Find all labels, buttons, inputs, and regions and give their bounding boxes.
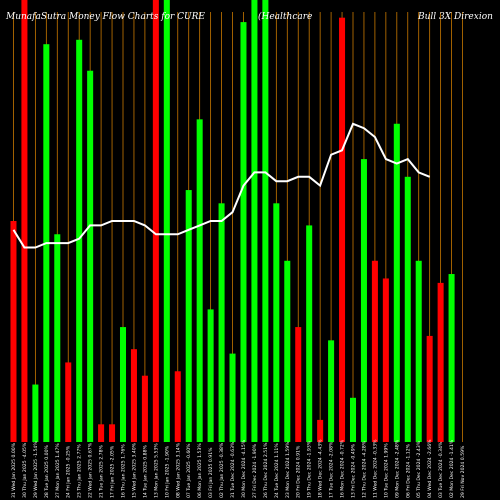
x-tick-label-24: 24 Tue Dec 2024 1.11% <box>274 443 280 498</box>
bar-36 <box>404 176 411 443</box>
bar-24 <box>273 203 280 442</box>
x-tick-label-39: 03 Tue Dec 2024 -0.34% <box>438 441 444 498</box>
bar-30 <box>339 17 346 443</box>
bar-29 <box>328 340 335 442</box>
bar-27 <box>306 225 313 442</box>
x-tick-label-23: 26 Thu Dec 2024 2.51% <box>263 442 269 498</box>
bar-33 <box>371 260 378 442</box>
bar-31 <box>349 397 357 442</box>
x-tick-label-41: 29 Fri Nov 2024 0.59% <box>460 445 466 498</box>
x-tick-label-21: 30 Mon Dec 2024 -4.15% <box>241 439 247 498</box>
x-tick-label-2: 29 Wed Jan 2025 -1.54% <box>33 441 39 498</box>
title-part-1: (Healthcare <box>258 11 312 22</box>
bar-13 <box>152 0 159 442</box>
bar-25 <box>284 260 291 442</box>
x-tick-label-13: 13 Mon Jan 2025 5.53% <box>153 443 159 498</box>
bar-16 <box>185 190 192 442</box>
x-tick-label-30: 16 Mon Dec 2024 -0.72% <box>340 439 346 498</box>
x-tick-label-40: 02 Mon Dec 2024 -1.41% <box>449 439 455 498</box>
x-tick-label-27: 19 Thu Dec 2024 -1.93% <box>307 440 313 498</box>
x-tick-label-3: 28 Tue Jan 2025 0.00% <box>44 444 50 498</box>
x-tick-label-14: 10 Fri Jan 2025 -1.90% <box>164 445 170 498</box>
x-tick-label-35: 09 Mon Dec 2024 -2.48% <box>394 439 400 498</box>
x-tick-label-29: 17 Tue Dec 2024 -2.08% <box>329 441 335 498</box>
bar-39 <box>437 282 444 442</box>
bar-6 <box>76 39 83 442</box>
x-tick-label-9: 17 Fri Jan 2025 -2.05% <box>110 445 116 498</box>
x-tick-label-37: 05 Thu Dec 2024 -2.43% <box>416 440 422 498</box>
money-flow-line-path <box>12 122 431 249</box>
bar-35 <box>393 123 400 442</box>
x-tick-label-25: 23 Mon Dec 2024 1.59% <box>285 441 291 498</box>
bar-21 <box>240 22 247 442</box>
bar-2 <box>32 384 39 442</box>
x-tick-label-0: 31 Wed Jan 2025 0.00% <box>11 442 17 498</box>
bar-18 <box>207 309 214 442</box>
bar-32 <box>360 159 367 442</box>
x-tick-label-22: 27 Fri Dec 2024 -1.90% <box>252 443 258 498</box>
bars <box>10 0 455 443</box>
x-tick-label-34: 10 Tue Dec 2024 1.99% <box>383 443 389 498</box>
bar-9 <box>109 424 116 442</box>
x-tick-label-18: 03 Fri Jan 2025 0.91% <box>208 447 214 498</box>
x-tick-label-7: 22 Wed Jan 2025 0.67% <box>88 442 94 498</box>
bar-19 <box>218 203 225 442</box>
bar-40 <box>448 274 455 442</box>
chart-title: MunafaSutra Money Flow Charts for CURE (H… <box>5 11 493 22</box>
title-part-2: Bull 3X Direxion <box>417 12 493 22</box>
bar-1 <box>21 0 28 442</box>
bar-37 <box>415 260 422 442</box>
bar-12 <box>141 375 148 442</box>
bar-15 <box>174 371 181 442</box>
money-flow-line <box>12 122 431 249</box>
x-tick-label-33: 11 Wed Dec 2024 -0.33% <box>372 439 378 498</box>
x-tick-label-32: 12 Thu Dec 2024 -4.28% <box>361 440 367 498</box>
bar-17 <box>196 119 203 442</box>
bar-22 <box>251 0 258 442</box>
x-tick-label-15: 08 Wed Jan 2025 3.14% <box>175 442 181 498</box>
bar-14 <box>163 0 170 442</box>
x-tick-label-31: 13 Fri Dec 2024 -0.49% <box>351 443 357 498</box>
title-part-0: MunafaSutra Money Flow Charts for CURE <box>5 12 205 22</box>
x-tick-label-17: 06 Mon Jan 2025 1.53% <box>197 443 203 498</box>
x-tick-labels: 31 Wed Jan 2025 0.00% 30 Thu Jan 2025 -4.… <box>11 439 466 498</box>
bar-8 <box>98 424 105 442</box>
x-tick-label-12: 14 Tue Jan 2025 0.88% <box>142 444 148 498</box>
bar-20 <box>229 353 236 442</box>
x-tick-label-36: 06 Fri Dec 2024 -1.12% <box>405 443 411 498</box>
x-tick-label-8: 21 Tue Jan 2025 2.78% <box>99 444 105 498</box>
x-tick-label-5: 24 Fri Jan 2025 -0.25% <box>66 445 72 498</box>
bar-5 <box>65 362 72 442</box>
x-tick-label-11: 15 Wed Jan 2025 3.40% <box>131 442 137 498</box>
x-tick-label-1: 30 Thu Jan 2025 -4.05% <box>22 442 28 498</box>
x-tick-label-10: 16 Thu Jan 2025 1.76% <box>121 444 127 498</box>
bar-0 <box>10 221 17 442</box>
x-tick-label-20: 31 Tue Dec 2024 -0.63% <box>230 441 236 498</box>
bar-11 <box>130 349 137 442</box>
x-tick-label-16: 07 Tue Jan 2025 -0.60% <box>186 443 192 498</box>
x-tick-label-4: 27 Mon Jan 2025 1.47% <box>55 443 61 498</box>
bar-10 <box>119 327 127 442</box>
x-tick-label-26: 20 Fri Dec 2024 0.91% <box>296 445 302 498</box>
bar-26 <box>295 327 302 442</box>
x-tick-label-19: 02 Thu Jan 2025 -0.38% <box>219 442 225 498</box>
bar-4 <box>54 234 61 442</box>
bar-38 <box>426 335 433 442</box>
bar-7 <box>87 70 94 442</box>
bar-23 <box>262 0 269 442</box>
bar-34 <box>382 278 389 442</box>
x-tick-label-6: 23 Thu Jan 2025 2.77% <box>77 444 83 498</box>
x-tick-label-28: 18 Wed Dec 2024 -4.43% <box>318 439 324 498</box>
x-tick-label-38: 04 Wed Dec 2024 -2.66% <box>427 439 433 498</box>
bar-28 <box>317 419 324 442</box>
